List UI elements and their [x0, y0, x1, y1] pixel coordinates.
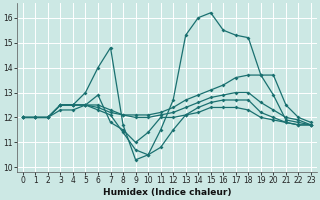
- X-axis label: Humidex (Indice chaleur): Humidex (Indice chaleur): [103, 188, 231, 197]
